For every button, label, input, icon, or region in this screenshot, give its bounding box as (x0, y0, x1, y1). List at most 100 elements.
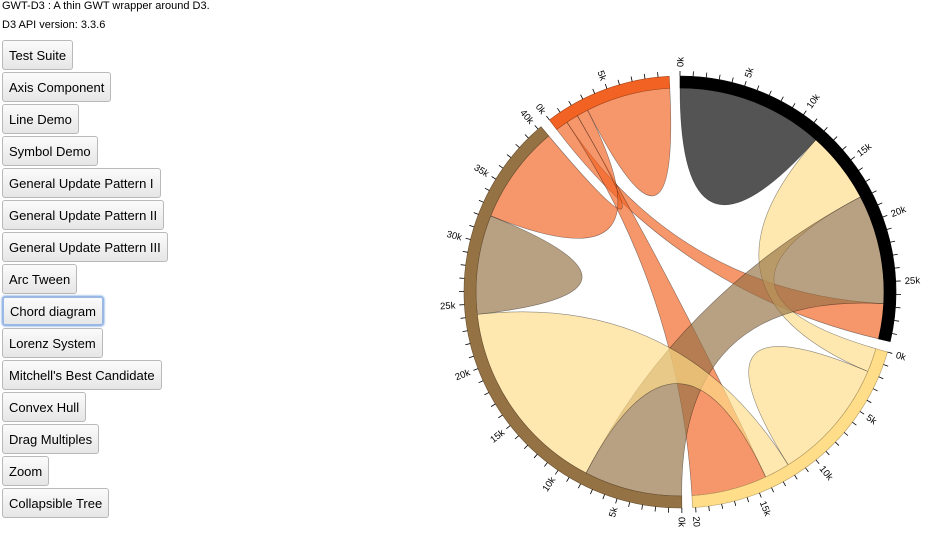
group-arc-0[interactable] (679, 75, 897, 342)
tick-mark (602, 494, 605, 500)
general-update-pattern-1-button[interactable]: General Update Pattern I (2, 168, 161, 198)
tick-mark (887, 351, 893, 354)
tick-mark (557, 107, 561, 113)
lorenz-system-button[interactable]: Lorenz System (2, 328, 103, 358)
tick-mark (805, 467, 809, 473)
tick-mark (813, 118, 818, 123)
group-arc-1[interactable] (691, 348, 888, 508)
tick-mark (731, 77, 734, 83)
tick-mark (478, 199, 484, 203)
tick-mark (484, 187, 490, 191)
tick-mark (894, 320, 900, 322)
general-update-pattern-3-button[interactable]: General Update Pattern III (2, 232, 168, 262)
tick-mark (628, 501, 631, 508)
collapsible-tree-button[interactable]: Collapsible Tree (2, 488, 110, 518)
chord-diagram-button[interactable]: Chord diagram (2, 296, 104, 326)
tick-mark (468, 355, 474, 359)
tick-label: 5k (864, 412, 879, 427)
tick-mark (768, 90, 772, 96)
axis-component-button[interactable]: Axis Component (2, 72, 112, 102)
arc-tween-button[interactable]: Arc Tween (2, 264, 78, 294)
general-update-pattern-2-button[interactable]: General Update Pattern II (2, 200, 165, 230)
tick-mark (718, 74, 721, 80)
line-demo-button[interactable]: Line Demo (2, 104, 79, 134)
tick-mark (825, 450, 830, 456)
test-suite-button[interactable]: Test Suite (2, 40, 74, 70)
tick-label: 10k (817, 464, 835, 483)
tick-mark (859, 411, 865, 415)
tick-mark (462, 250, 468, 253)
tick-mark (546, 115, 550, 121)
drag-multiples-button[interactable]: Drag Multiples (2, 424, 100, 454)
tick-label: 10k (540, 475, 558, 494)
tick-mark (506, 154, 512, 158)
tick-mark (746, 497, 750, 503)
tick-label: 0k (894, 350, 907, 363)
tick-mark (590, 489, 593, 495)
tick-label: 0k (533, 102, 548, 117)
tick-label: 10k (805, 92, 823, 111)
tick-mark (533, 453, 538, 459)
tick-mark (892, 253, 898, 256)
tick-mark (894, 267, 900, 269)
tick-label: 5k (743, 66, 757, 79)
tick-mark (462, 330, 468, 332)
tick-mark (792, 103, 796, 108)
tick-mark (615, 498, 618, 504)
tick-label: 15k (488, 427, 507, 445)
tick-mark (465, 343, 471, 346)
zoom-button[interactable]: Zoom (2, 456, 50, 486)
tick-mark (473, 212, 479, 215)
tick-label: 30k (445, 229, 463, 243)
tick-mark (721, 503, 724, 509)
convex-hull-button[interactable]: Convex Hull (2, 392, 87, 422)
tick-mark (886, 227, 892, 230)
tick-mark (498, 414, 503, 419)
tick-label: 20k (889, 204, 907, 220)
tick-mark (506, 425, 511, 430)
group-arc-3[interactable] (548, 75, 671, 130)
tick-mark (490, 403, 496, 407)
tick-mark (865, 178, 871, 182)
tick-mark (835, 441, 840, 446)
tick-mark (850, 156, 856, 161)
tick-mark (815, 459, 820, 464)
tick-mark (465, 237, 471, 240)
tick-mark (708, 506, 710, 512)
tick-mark (872, 388, 878, 392)
tick-mark (852, 421, 857, 426)
api-version-label: D3 API version: 3.3.6 (2, 19, 106, 31)
tick-mark (734, 500, 737, 506)
chord-diagram: 0k5k10k15k20k25k0k5k10k15k200k5k10k15k20… (440, 57, 921, 528)
tick-label: 20k (454, 367, 472, 383)
tick-mark (871, 190, 877, 194)
tick-mark (657, 72, 659, 78)
tick-mark (643, 73, 646, 79)
tick-mark (534, 125, 539, 130)
tick-mark (771, 487, 774, 493)
tick-label: 35k (472, 162, 491, 180)
tick-mark (803, 110, 807, 115)
tick-label: 25k (904, 275, 920, 287)
tick-mark (498, 164, 504, 169)
tick-label: 0k (675, 57, 686, 67)
tick-mark (833, 136, 838, 141)
tick-mark (878, 376, 884, 380)
group-arc-2[interactable] (463, 126, 683, 509)
symbol-demo-button[interactable]: Symbol Demo (2, 136, 98, 166)
tick-label: 15k (855, 141, 874, 159)
tick-label: 15k (757, 500, 773, 519)
tick-mark (592, 88, 596, 94)
tick-mark (866, 399, 872, 404)
tick-mark (514, 435, 519, 440)
mitchells-best-candidate-button[interactable]: Mitchell's Best Candidate (2, 360, 162, 390)
tick-mark (756, 85, 760, 91)
tick-mark (744, 81, 747, 87)
tick-mark (617, 79, 620, 85)
tick-mark (641, 504, 644, 510)
tick-mark (478, 380, 484, 384)
tick-mark (882, 214, 888, 218)
tick-mark (759, 492, 762, 498)
tick-mark (890, 240, 896, 243)
tick-mark (515, 143, 520, 148)
